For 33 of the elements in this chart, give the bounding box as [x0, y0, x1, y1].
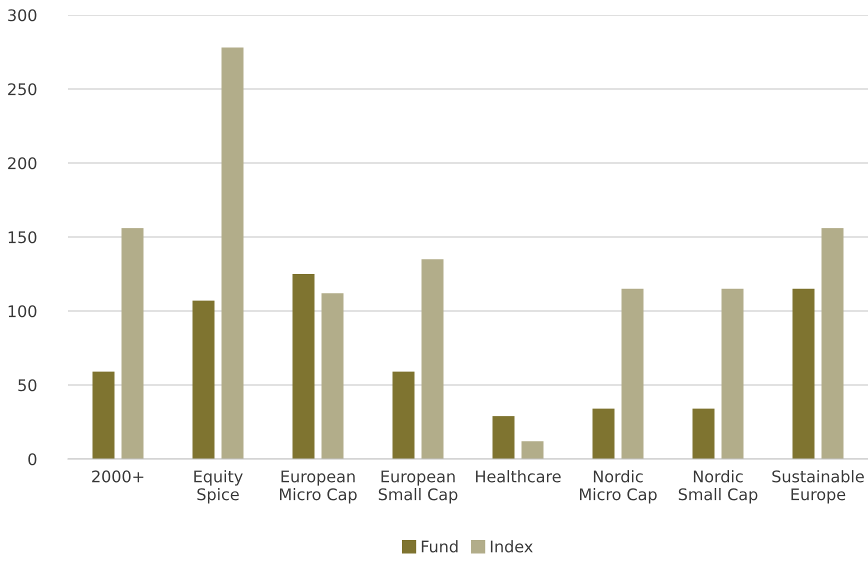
bar — [92, 372, 114, 459]
y-tick-label: 0 — [28, 453, 36, 466]
bar — [122, 228, 144, 459]
bar — [392, 372, 414, 459]
bar — [192, 300, 214, 459]
legend-label: Index — [490, 540, 533, 553]
y-tick-label: 100 — [8, 305, 36, 318]
bar — [492, 416, 514, 459]
bar — [222, 48, 244, 459]
y-tick-label: 200 — [8, 157, 36, 170]
x-tick-label: Nordic Small Cap — [678, 470, 758, 504]
bar — [822, 228, 844, 459]
y-tick-label: 150 — [8, 231, 36, 244]
bar — [292, 274, 314, 459]
x-tick-label: Healthcare — [476, 470, 561, 482]
bar — [522, 441, 544, 459]
x-tick-label: 2000+ — [92, 470, 144, 482]
y-tick-label: 250 — [8, 83, 36, 96]
x-tick-label: Equity Spice — [194, 470, 243, 504]
y-tick-label: 300 — [8, 9, 36, 22]
legend-label: Fund — [422, 540, 458, 553]
bar — [722, 288, 744, 459]
x-tick-label: Sustainable Europe — [772, 470, 864, 504]
y-tick-label: 50 — [18, 379, 36, 392]
x-tick-label: European Small Cap — [378, 470, 458, 504]
bar — [622, 288, 644, 459]
bar — [592, 408, 614, 459]
bar — [792, 288, 814, 459]
x-tick-label: European Micro Cap — [280, 470, 357, 504]
bar — [692, 408, 714, 459]
bar — [422, 259, 444, 459]
bar — [322, 293, 344, 459]
x-tick-label: Nordic Micro Cap — [580, 470, 657, 504]
